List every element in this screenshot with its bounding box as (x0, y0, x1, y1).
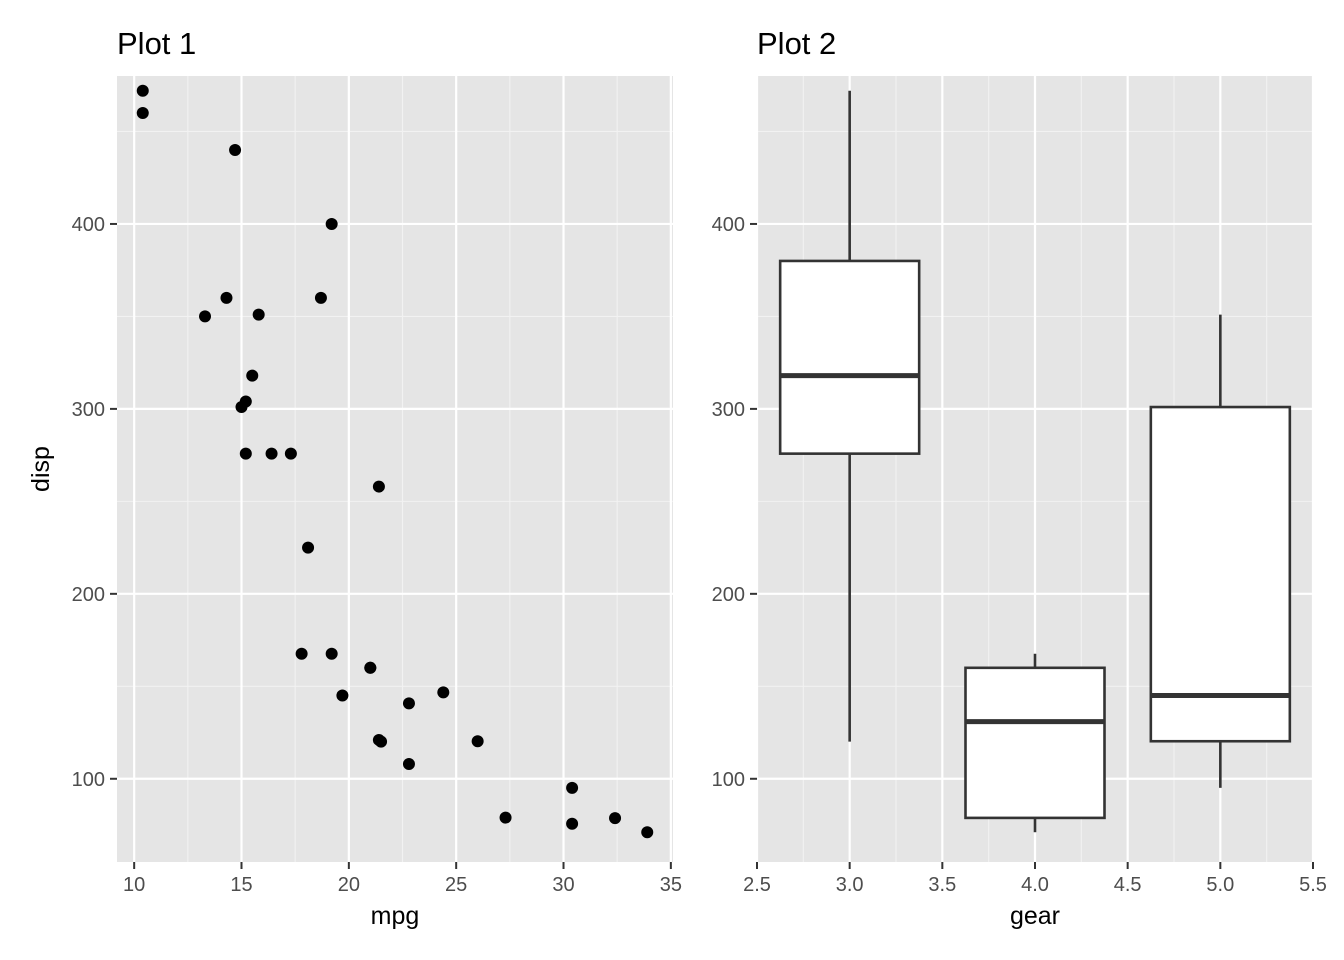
y-tick-label: 100 (72, 769, 105, 791)
y-tick-label: 100 (712, 769, 745, 791)
plot-1-grid (117, 76, 673, 862)
x-tick-label: 20 (338, 874, 360, 896)
plot-2-x-axis-title: gear (1010, 902, 1060, 930)
plot-1: Plot 1 100 200 300 400 10 15 20 25 30 35 mpg dis… (27, 26, 682, 930)
x-tick-label: 25 (445, 874, 467, 896)
y-tick-label: 400 (72, 214, 105, 236)
scatter-point (295, 647, 308, 660)
x-tick-label: 5.0 (1206, 874, 1234, 896)
scatter-point (325, 217, 338, 230)
plot-1-panel (117, 76, 673, 862)
scatter-point (246, 369, 259, 382)
scatter-point (641, 826, 654, 839)
x-tick-label: 2.5 (743, 874, 771, 896)
y-tick-label: 200 (72, 584, 105, 606)
x-tick-label: 3.0 (836, 874, 864, 896)
x-tick-label: 15 (230, 874, 252, 896)
scatter-point (471, 735, 484, 748)
y-tick-label: 200 (712, 584, 745, 606)
plot-1-title: Plot 1 (117, 26, 196, 61)
plot-1-y-axis: 100 200 300 400 (72, 214, 117, 791)
x-tick-label: 3.5 (928, 874, 956, 896)
y-tick-label: 300 (712, 399, 745, 421)
x-tick-label: 30 (552, 874, 574, 896)
scatter-point (220, 291, 233, 304)
x-tick-label: 4.5 (1114, 874, 1142, 896)
scatter-point (336, 689, 349, 702)
scatter-point (235, 401, 248, 414)
scatter-point (265, 447, 278, 460)
scatter-point (499, 811, 512, 824)
plot-2: Plot 2 100 200 300 400 2.5 3.0 3.5 4.0 4.5 5.0 5.… (712, 26, 1327, 930)
scatter-point (566, 781, 579, 794)
scatter-point (437, 686, 450, 699)
plot-1-points (136, 84, 654, 839)
scatter-point (609, 812, 622, 825)
scatter-point (284, 447, 297, 460)
scatter-point (136, 106, 149, 119)
x-tick-label: 5.5 (1299, 874, 1327, 896)
scatter-point (402, 697, 415, 710)
plot-2-y-axis: 100 200 300 400 (712, 214, 757, 791)
scatter-point (372, 480, 385, 493)
scatter-point (302, 541, 315, 554)
scatter-point (199, 310, 212, 323)
plot-1-x-axis: 10 15 20 25 30 35 (123, 862, 682, 896)
scatter-point (136, 84, 149, 97)
box-iqr (1149, 405, 1292, 743)
plot-1-x-axis-title: mpg (371, 902, 420, 930)
scatter-point (239, 447, 252, 460)
plot-2-boxes (778, 90, 1292, 833)
x-tick-label: 10 (123, 874, 145, 896)
scatter-point (325, 647, 338, 660)
plot-2-title: Plot 2 (757, 26, 836, 61)
x-tick-label: 4.0 (1021, 874, 1049, 896)
x-tick-label: 35 (660, 874, 682, 896)
box-iqr (964, 666, 1106, 820)
scatter-point (229, 143, 242, 156)
scatter-point (364, 661, 377, 674)
scatter-point (375, 735, 388, 748)
scatter-point (314, 291, 327, 304)
y-tick-label: 400 (712, 214, 745, 236)
scatter-point (252, 308, 265, 321)
scatter-point (566, 817, 579, 830)
box-iqr (778, 259, 921, 455)
plot-2-x-axis: 2.5 3.0 3.5 4.0 4.5 5.0 5.5 (743, 862, 1327, 896)
y-tick-label: 300 (72, 399, 105, 421)
scatter-point (402, 757, 415, 770)
plot-1-y-axis-title: disp (27, 446, 55, 492)
